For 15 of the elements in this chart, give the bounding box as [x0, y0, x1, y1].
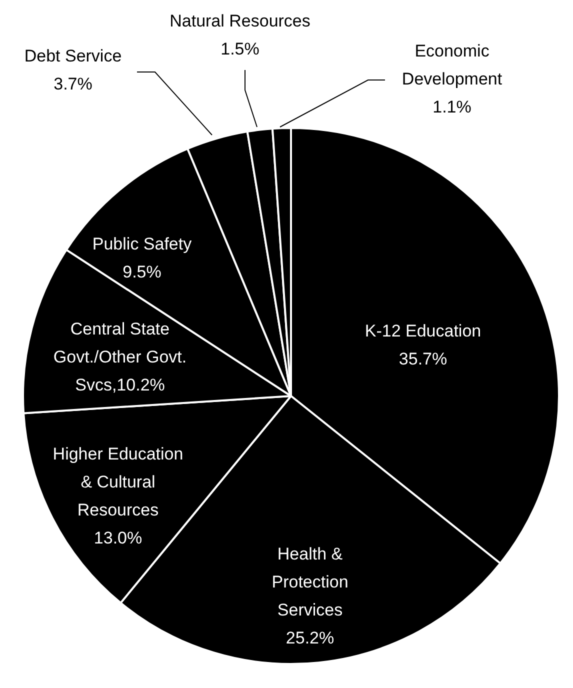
- slice-label: Economic Development: [402, 42, 502, 89]
- slice-label: K-12 Education: [364, 322, 482, 341]
- data-label: 13.0%: [94, 528, 142, 548]
- slice-label: Health & Protection Services: [272, 544, 348, 620]
- slice-label: Central State Govt./Other Govt. Svcs,10.2%: [53, 320, 187, 395]
- data-label: 9.5%: [122, 262, 162, 282]
- data-label: 3.7%: [54, 74, 92, 94]
- slice-label: Higher Education & Cultural Resources: [52, 444, 184, 520]
- data-label: 35.7%: [398, 350, 448, 369]
- data-label: 1.1%: [432, 98, 472, 117]
- slice-label: Public Safety: [92, 234, 192, 254]
- slice-label: Debt Service: [24, 46, 122, 66]
- slice-label: Natural Resources: [170, 12, 310, 31]
- data-label: 25.2%: [286, 628, 334, 648]
- data-label: 1.5%: [220, 40, 260, 59]
